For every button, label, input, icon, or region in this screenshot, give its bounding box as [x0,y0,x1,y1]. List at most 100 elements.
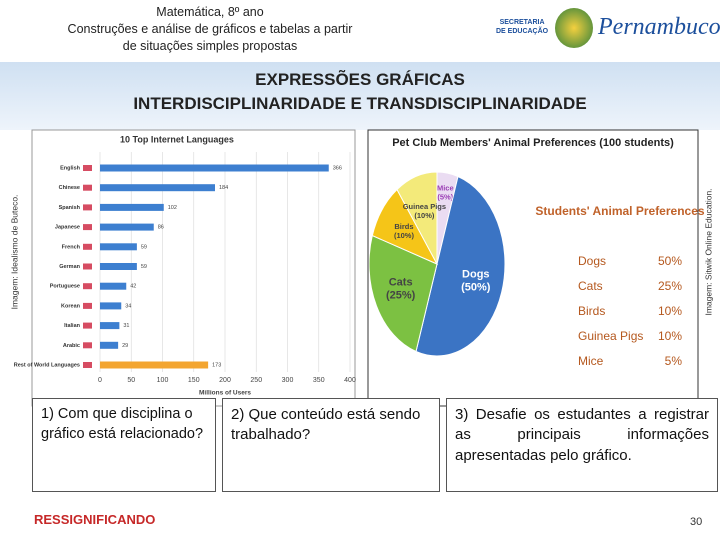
flag [83,165,92,171]
table-cell: Birds [578,304,605,318]
value-label: 102 [168,205,177,211]
slice-label: Guinea Pigs [403,202,446,211]
bar [100,282,127,290]
x-tick-label: 350 [313,377,325,384]
slice-label: Mice [437,184,454,193]
slice-value: (50%) [461,282,491,294]
slice-value: (10%) [414,211,435,220]
image-credit: Imagem: Sitwik Online Education. [703,188,713,315]
bar [100,322,120,330]
flag [83,243,92,250]
bar [100,203,164,211]
pie-slice [368,234,438,353]
value-label: 59 [141,244,147,250]
value-label: 34 [125,303,131,309]
table-cell: 25% [658,279,682,293]
flag [83,302,92,309]
table-cell: 10% [658,304,682,318]
flag [83,342,92,349]
slice-label: Birds [394,222,413,231]
x-tick-label: 50 [127,377,135,384]
bar [100,184,215,192]
value-label: 173 [212,362,221,368]
banner-subtitle: INTERDISCIPLINARIDADE E TRANSDISCIPLINAR… [133,94,587,113]
value-label: 29 [122,343,128,349]
table-cell: 5% [665,354,683,368]
category-label: Portuguese [50,284,80,290]
header: Matemática, 8º ano Construções e análise… [0,0,720,62]
flag [83,283,92,290]
x-tick-label: 200 [219,377,231,384]
table-title: Students' Animal Preferences [535,204,704,218]
value-label: 59 [141,264,147,270]
flag [83,362,92,368]
pie-slice [396,171,438,265]
x-axis-label: Millions of Users [199,390,251,397]
logo-secretaria: SECRETARIA DE EDUCAÇÃO [496,18,548,36]
table-cell: Guinea Pigs [578,329,643,343]
flag [83,322,92,329]
value-label: 42 [130,284,136,290]
category-label: Korean [61,303,81,309]
flag [83,184,92,191]
question-box: 1) Com que disciplina o gráfico está rel… [32,398,216,492]
category-label: Japanese [55,225,80,231]
pie-slice [415,175,506,357]
flag [83,204,92,211]
category-label: Arabic [63,343,80,349]
x-tick-label: 0 [98,377,102,384]
x-tick-label: 150 [188,377,200,384]
question-box: 2) Que conteúdo está sendo trabalhado? [222,398,440,492]
category-label: Spanish [59,205,81,211]
banner: EXPRESSÕES GRÁFICAS INTERDISCIPLINARIDAD… [0,62,720,130]
logo-pernambuco: Pernambuco [598,14,720,40]
x-tick-label: 300 [282,377,294,384]
category-label: French [62,244,81,250]
flag [83,224,92,231]
x-tick-label: 400 [344,377,356,384]
page-number: 30 [690,516,703,528]
banner-title: EXPRESSÕES GRÁFICAS [255,70,465,89]
category-label: German [59,264,80,270]
table-cell: 10% [658,329,682,343]
value-label: 86 [158,225,164,231]
value-label: 366 [333,165,342,171]
image-credit: Imagem: Idealismo de Buteco. [9,195,19,310]
bar [100,341,119,349]
chart-title: 10 Top Internet Languages [120,134,234,144]
category-label: Chinese [59,185,80,191]
logo-text: DE EDUCAÇÃO [496,28,549,35]
flag [83,263,92,270]
bar [100,223,154,231]
header-line: Construções e análise de gráficos e tabe… [67,22,353,36]
header-line: de situações simples propostas [122,39,298,53]
slice-value: (5%) [437,193,453,202]
x-tick-label: 100 [157,377,169,384]
slice-value: (25%) [386,290,416,302]
bar [100,164,329,172]
table-cell: 50% [658,254,682,268]
slice-label: Cats [389,276,413,288]
table-cell: Dogs [578,254,606,268]
header-text: Matemática, 8º ano Construções e análise… [40,4,380,55]
bar [100,263,137,270]
footer-label: RESSIGNIFICANDO [34,512,156,527]
value-label: 184 [219,185,228,191]
chart-title: Pet Club Members' Animal Preferences (10… [392,137,674,149]
table-cell: Cats [578,279,603,293]
bar [100,302,122,310]
question-box: 3) Desafie os estudantes a registrar as … [446,398,718,492]
logo-text: SECRETARIA [499,19,545,26]
bar [100,243,137,251]
slice-value: (10%) [394,231,415,240]
category-label: English [60,165,81,171]
table-cell: Mice [578,354,604,368]
bar [100,361,209,369]
logo-emblem [555,8,593,48]
slice-label: Dogs [462,268,490,280]
header-line: Matemática, 8º ano [156,5,264,19]
category-label: Rest of World Languages [14,362,80,368]
category-label: Italian [64,323,81,329]
